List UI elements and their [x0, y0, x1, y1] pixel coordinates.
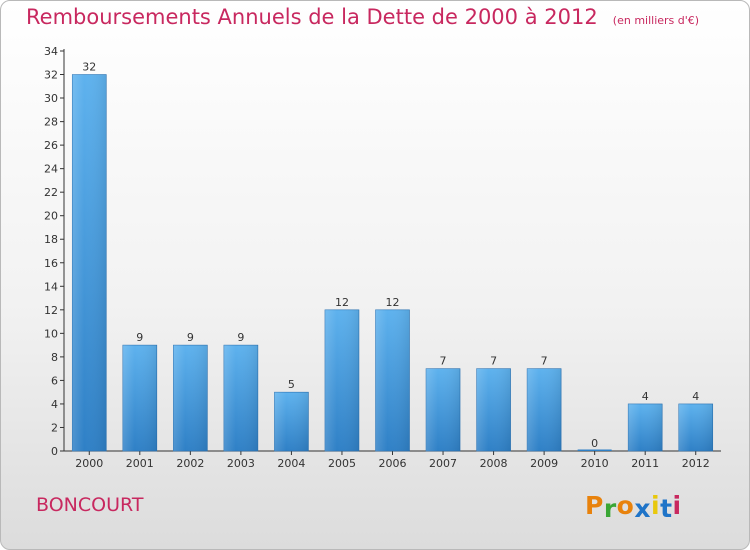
y-tick-label: 12 [44, 304, 58, 317]
y-tick-label: 0 [51, 445, 58, 458]
bar-shading [476, 368, 511, 451]
bar-shading [122, 345, 157, 451]
proxiti-logo: Proxiti [585, 491, 682, 523]
bar-shading [375, 309, 410, 451]
y-tick-label: 30 [44, 92, 58, 105]
chart-title-main: Remboursements Annuels de la Dette de 20… [26, 5, 598, 29]
bar-shading [527, 368, 562, 451]
bar-value-label: 9 [187, 331, 194, 344]
x-tick-label: 2008 [480, 457, 508, 470]
x-tick-label: 2000 [75, 457, 103, 470]
bar-value-label: 0 [591, 437, 598, 450]
logo-letter: t [660, 494, 673, 523]
bar-shading [678, 403, 713, 451]
y-tick-label: 20 [44, 210, 58, 223]
bar-value-label: 5 [288, 378, 295, 391]
y-tick-label: 18 [44, 233, 58, 246]
y-tick-label: 4 [51, 398, 58, 411]
x-tick-label: 2002 [176, 457, 204, 470]
bar-value-label: 4 [642, 390, 649, 403]
logo-letter: P [585, 491, 604, 520]
logo-letter: i [672, 491, 682, 520]
bar-value-label: 7 [541, 355, 548, 368]
y-tick-label: 28 [44, 116, 58, 129]
chart-title: Remboursements Annuels de la Dette de 20… [26, 5, 699, 29]
bar-value-label: 32 [82, 61, 96, 74]
bar-value-label: 12 [386, 296, 400, 309]
y-tick-label: 14 [44, 280, 58, 293]
y-tick-label: 22 [44, 186, 58, 199]
x-tick-label: 2009 [530, 457, 558, 470]
x-tick-label: 2001 [126, 457, 154, 470]
commune-name: BONCOURT [36, 494, 144, 516]
x-tick-label: 2012 [682, 457, 710, 470]
bar-shading [274, 392, 309, 451]
x-tick-label: 2003 [227, 457, 255, 470]
y-tick-label: 26 [44, 139, 58, 152]
bar-shading [628, 403, 663, 451]
bar-value-label: 7 [440, 355, 447, 368]
x-tick-label: 2010 [581, 457, 609, 470]
bar-shading [324, 309, 359, 451]
bar-value-label: 4 [692, 390, 699, 403]
bar-value-label: 9 [136, 331, 143, 344]
y-tick-label: 10 [44, 327, 58, 340]
y-tick-label: 2 [51, 421, 58, 434]
y-tick-label: 34 [44, 45, 58, 58]
logo-letter: o [616, 491, 635, 520]
bar-shading [223, 345, 258, 451]
chart-subtitle: (en milliers d'€) [612, 14, 700, 27]
y-tick-label: 32 [44, 69, 58, 82]
bar [577, 449, 612, 451]
x-tick-label: 2006 [379, 457, 407, 470]
logo-letter: x [634, 494, 651, 523]
y-tick-label: 8 [51, 351, 58, 364]
bar-value-label: 9 [237, 331, 244, 344]
x-tick-label: 2007 [429, 457, 457, 470]
bar-value-label: 7 [490, 355, 497, 368]
x-tick-label: 2005 [328, 457, 356, 470]
logo-letter: i [651, 491, 661, 520]
y-tick-label: 6 [51, 374, 58, 387]
y-tick-label: 24 [44, 163, 58, 176]
bar-value-label: 12 [335, 296, 349, 309]
bar-shading [173, 345, 208, 451]
x-tick-label: 2004 [277, 457, 305, 470]
y-tick-label: 16 [44, 257, 58, 270]
logo-letter: r [603, 494, 617, 523]
bar-shading [72, 74, 107, 451]
x-tick-label: 2011 [631, 457, 659, 470]
bar-shading [426, 368, 461, 451]
